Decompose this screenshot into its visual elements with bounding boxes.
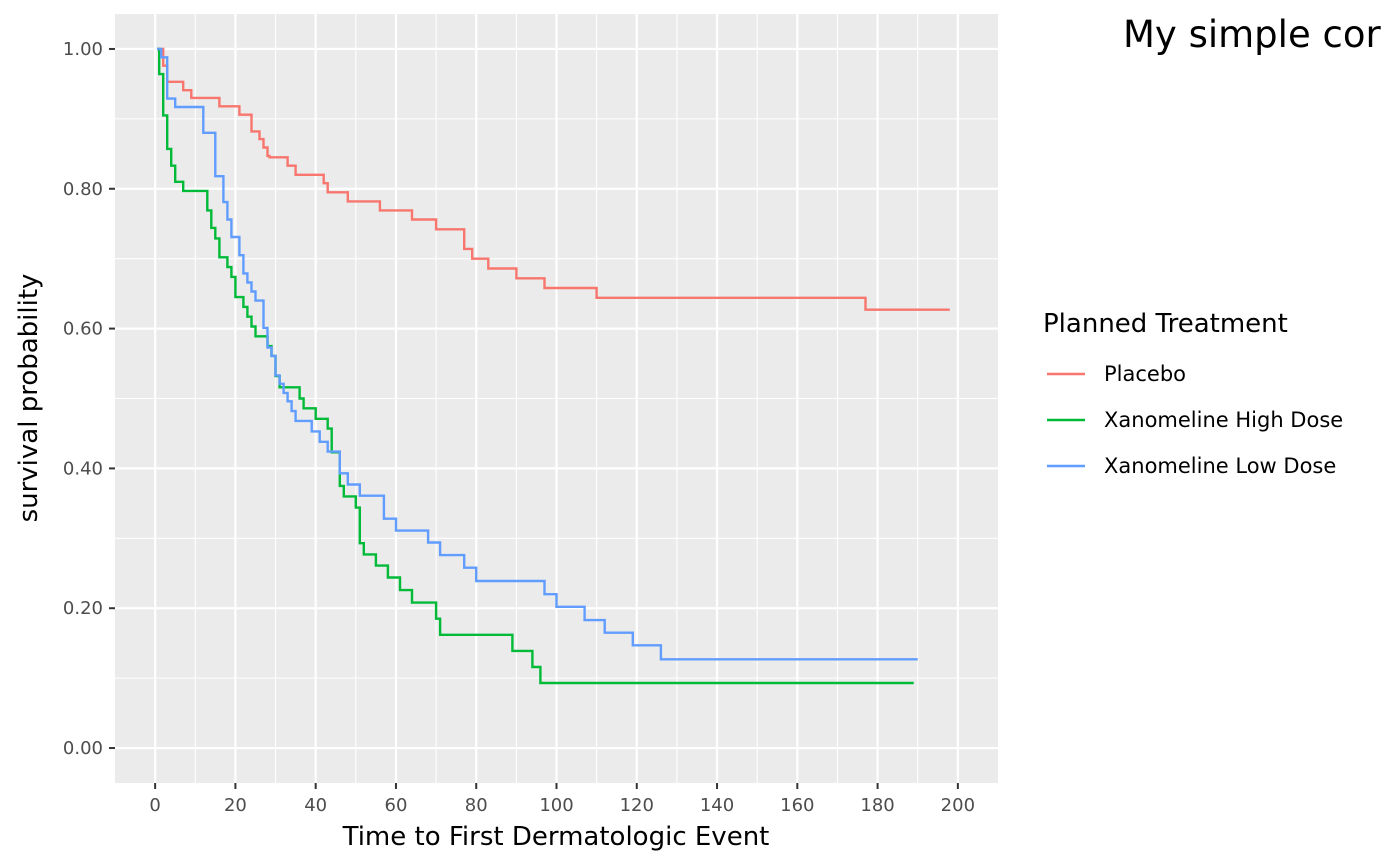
x-tick-label: 180 <box>860 795 894 816</box>
x-tick-label: 120 <box>620 795 654 816</box>
x-axis-title: Time to First Dermatologic Event <box>342 822 770 852</box>
legend-label-xanomeline-high-dose: Xanomeline High Dose <box>1104 408 1343 432</box>
legend-items: Placebo Xanomeline High Dose Xanomeline Lo… <box>1047 362 1343 478</box>
x-tick-label: 40 <box>304 795 327 816</box>
series-layer <box>157 47 950 685</box>
x-tick-label: 20 <box>224 795 247 816</box>
y-tick-label: 0.20 <box>63 598 103 619</box>
x-tick-label: 100 <box>539 795 573 816</box>
y-tick-label: 0.80 <box>63 179 103 200</box>
y-tick-label: 0.60 <box>63 319 103 340</box>
y-tick-label: 0.40 <box>63 458 103 479</box>
x-axis-ticks: 0 20 40 60 80 100 120 140 160 180 200 <box>149 783 975 816</box>
y-tick-label: 1.00 <box>63 39 103 60</box>
y-axis-title: survival probability <box>14 274 44 523</box>
x-tick-label: 60 <box>385 795 408 816</box>
x-tick-label: 200 <box>941 795 975 816</box>
x-tick-label: 80 <box>465 795 488 816</box>
chart-title: My simple cor <box>1123 13 1381 56</box>
y-tick-label: 0.00 <box>63 738 103 759</box>
x-tick-label: 0 <box>149 795 160 816</box>
legend-label-placebo: Placebo <box>1104 362 1186 386</box>
x-tick-label: 160 <box>780 795 814 816</box>
series-line-xanomeline-low-dose <box>157 47 918 661</box>
grid-major <box>115 14 998 783</box>
legend-title: Planned Treatment <box>1043 309 1288 339</box>
x-tick-label: 140 <box>700 795 734 816</box>
legend: Planned Treatment Placebo Xanomeline High… <box>1043 309 1343 478</box>
legend-label-xanomeline-low-dose: Xanomeline Low Dose <box>1104 454 1336 478</box>
series-line-placebo <box>157 47 950 311</box>
y-axis-ticks: 0.00 0.20 0.40 0.60 0.80 1.00 <box>63 39 115 759</box>
